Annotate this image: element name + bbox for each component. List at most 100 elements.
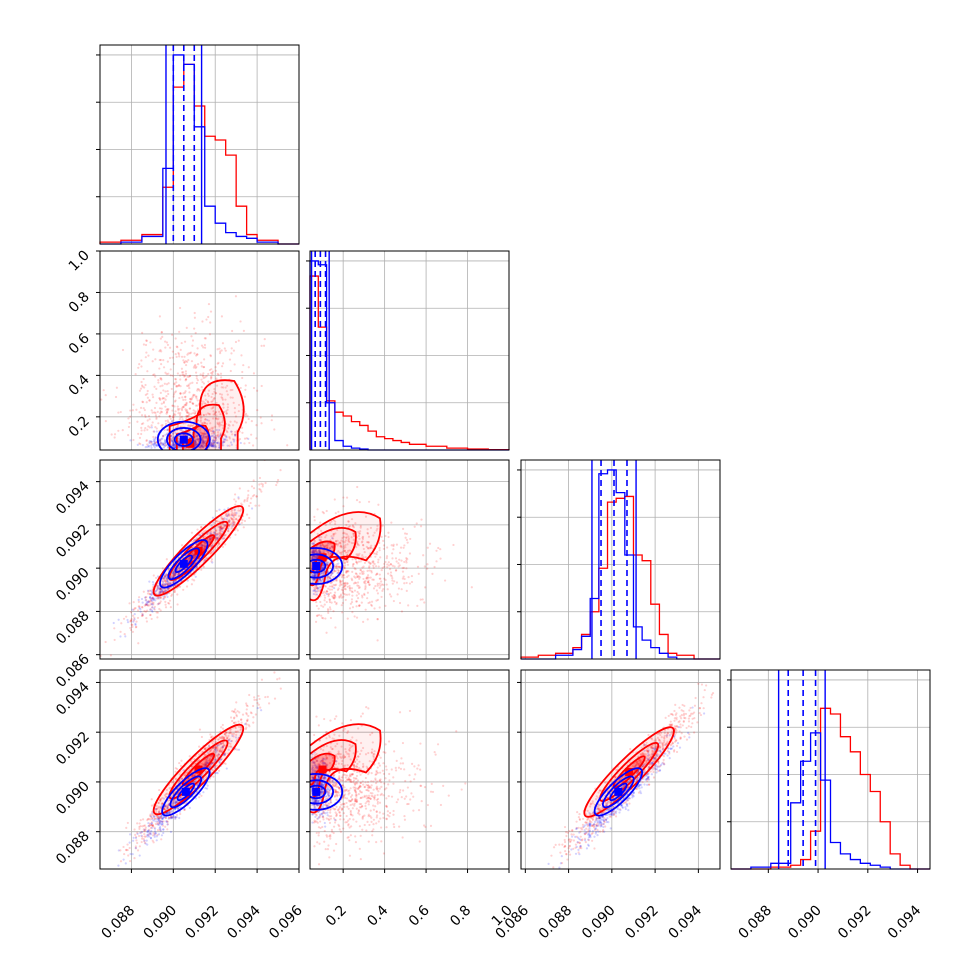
sample-point [216,536,219,539]
sample-point [166,580,169,583]
sample-point [189,400,192,403]
sample-point [226,444,229,447]
sample-point [177,573,180,576]
sample-point [162,446,165,449]
sample-point [145,600,148,604]
sample-point [169,581,172,584]
sample-point [323,590,326,593]
sample-point [196,399,199,402]
sample-point [345,496,349,499]
sample-point [193,556,196,560]
sample-point [375,572,379,576]
sample-point [156,584,159,587]
sample-point [159,595,163,599]
sample-point [201,444,204,447]
sample-point [404,536,407,539]
sample-point [215,414,218,417]
sample-point [243,500,246,503]
sample-point [190,583,193,586]
sample-point [355,561,358,564]
sample-point [184,433,187,437]
sample-point [228,444,231,447]
sample-point [153,411,156,414]
sample-point [228,518,231,521]
sample-point [334,522,337,526]
sample-point [245,713,248,716]
sample-point [191,381,194,384]
sample-point [275,483,278,487]
sample-point [209,429,212,432]
sample-point [247,714,250,718]
sample-point [198,445,201,448]
sample-point [384,578,387,582]
sample-point [166,579,169,583]
sample-point [193,555,197,558]
sample-point [170,437,173,440]
sample-point [180,409,184,412]
sample-point [185,326,188,329]
sample-point [215,529,218,532]
sample-point [415,522,418,525]
sample-point [221,545,225,548]
sample-point [126,618,129,622]
sample-point [152,601,155,604]
sample-point [338,595,341,598]
sample-point [170,573,174,576]
sample-point [380,580,383,583]
sample-point [136,841,139,845]
sample-point [366,581,370,584]
sample-point [386,588,389,591]
sample-point [401,527,405,531]
sample-point [129,626,132,630]
sample-point [216,533,219,536]
sample-point [334,512,337,515]
sample-point [344,543,347,547]
sample-point [403,532,407,535]
sample-point [232,440,236,443]
sample-point [256,389,259,392]
sample-point [230,347,233,350]
sample-point [149,595,152,598]
sample-point [221,421,224,424]
sample-point [183,340,187,343]
sample-point [161,437,164,440]
sample-point [145,339,148,342]
sample-point [192,556,195,559]
sample-point [362,620,365,623]
sample-point [333,570,336,573]
sample-point [211,443,215,446]
sample-point [158,590,161,593]
sample-point [168,415,172,418]
sample-point [235,421,238,424]
sample-point [224,514,228,517]
sample-point [343,587,346,591]
sample-point [120,622,123,625]
sample-point [149,599,153,603]
sample-point [171,374,174,377]
sample-point [196,387,199,391]
sample-point [170,438,173,442]
sample-point [398,558,401,561]
sample-point [390,521,393,524]
sample-point [330,588,334,591]
sample-point [119,630,122,633]
sample-point [193,311,196,315]
sample-point [200,525,203,528]
sample-point [191,578,194,581]
sample-point [156,584,159,588]
sample-point [207,419,211,422]
sample-point [243,499,246,502]
sample-point [381,589,384,592]
sample-point [252,479,255,482]
sample-point [151,581,155,584]
sample-point [137,598,140,602]
sample-point [201,432,204,435]
sample-point [353,589,357,592]
sample-point [156,586,160,589]
sample-point [329,577,332,580]
sample-point [326,608,330,611]
sample-point [358,531,361,535]
sample-point [207,401,210,404]
sample-point [214,535,217,539]
sample-point [351,579,354,582]
